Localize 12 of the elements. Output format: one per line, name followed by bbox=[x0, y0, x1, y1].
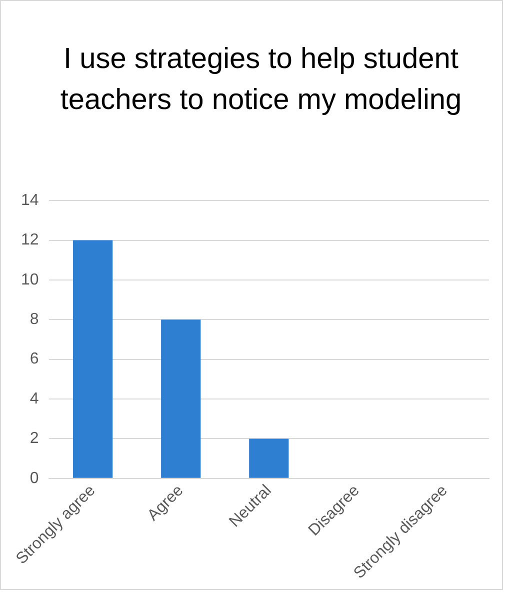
y-tick-label: 0 bbox=[30, 470, 39, 487]
y-tick-label: 8 bbox=[30, 311, 39, 328]
y-tick-label: 4 bbox=[30, 390, 39, 408]
bar bbox=[73, 240, 113, 478]
y-tick-label: 10 bbox=[21, 271, 39, 288]
bar bbox=[161, 320, 201, 478]
y-tick-label: 14 bbox=[21, 192, 39, 210]
bar bbox=[249, 438, 289, 478]
y-tick-label: 2 bbox=[30, 430, 39, 448]
y-tick-label: 12 bbox=[21, 232, 39, 249]
chart-title: I use strategies to help student teachers to notice my modeling bbox=[59, 42, 463, 118]
y-tick-label: 6 bbox=[30, 350, 39, 368]
